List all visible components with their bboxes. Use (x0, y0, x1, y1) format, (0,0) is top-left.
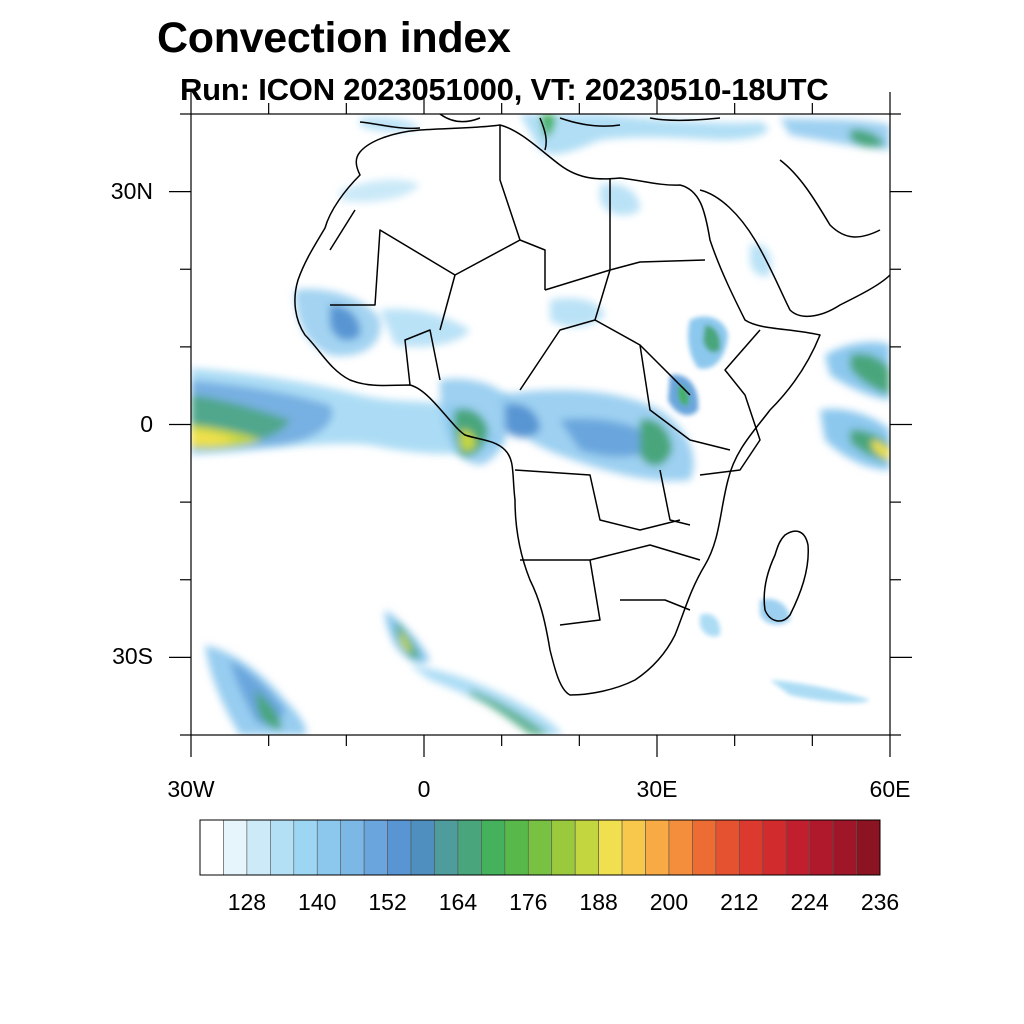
lat-label: 30N (110, 177, 153, 204)
colorbar-outline (199, 819, 881, 876)
lon-label: 0 (417, 776, 431, 802)
colorbar-tick-label: 176 (509, 889, 548, 915)
arabia-coastline (699, 159, 890, 317)
colorbar-tick-label: 224 (790, 889, 829, 915)
colorbar-swatch (199, 819, 224, 876)
lon-label: 60E (869, 776, 911, 802)
lat-label: 0 (140, 410, 153, 437)
colorbar-swatch (246, 819, 271, 876)
coastlines (294, 114, 890, 696)
colorbar-swatch (574, 819, 599, 876)
colorbar-tick-label: 236 (860, 889, 900, 915)
africa-coastline (294, 124, 821, 696)
colorbar-tick-label: 164 (438, 889, 478, 915)
madagascar-coastline (763, 530, 809, 622)
colorbar-swatch (785, 819, 810, 876)
colorbar-swatch (621, 819, 646, 876)
map-subtitle: Run: ICON 2023051000, VT: 20230510-18UTC (180, 72, 829, 107)
convection-field (191, 114, 890, 735)
colorbar-swatch (363, 819, 388, 876)
map-title: Convection index (157, 14, 511, 62)
colorbar-swatch (598, 819, 623, 876)
colorbar-tick-label: 212 (720, 889, 759, 915)
colorbar-swatch (551, 819, 576, 876)
colorbar-swatch (457, 819, 482, 876)
colorbar-swatch (270, 819, 295, 876)
colorbar-swatch (692, 819, 717, 876)
colorbar-tick-label: 200 (649, 889, 689, 915)
lon-label: 30W (167, 776, 215, 802)
colorbar-swatch (645, 819, 670, 876)
colorbar-swatch (832, 819, 857, 876)
colorbar-swatch (223, 819, 248, 876)
colorbar-swatch (410, 819, 435, 876)
colorbar-swatch (715, 819, 740, 876)
colorbar-swatch (762, 819, 787, 876)
colorbar-swatch (504, 819, 529, 876)
colorbar-tick-label: 152 (368, 889, 407, 915)
colorbar-swatch (739, 819, 764, 876)
lon-label: 30E (636, 776, 678, 802)
colorbar-tick-label: 140 (298, 889, 337, 915)
lat-label: 30S (112, 643, 153, 670)
cell-mediterranean (520, 114, 768, 155)
colorbar-swatch (293, 819, 318, 876)
colorbar-swatch (527, 819, 553, 876)
colorbar-swatch (387, 819, 412, 876)
colorbar (199, 819, 881, 876)
colorbar-swatch (434, 819, 459, 876)
colorbar-swatch (340, 819, 365, 876)
colorbar-swatch (856, 819, 881, 876)
colorbar-swatch (316, 819, 341, 876)
colorbar-swatch (668, 819, 693, 876)
colorbar-swatch (481, 819, 506, 876)
colorbar-swatch (809, 819, 834, 876)
axis-ticks (169, 92, 912, 757)
colorbar-tick-label: 128 (227, 889, 267, 915)
colorbar-tick-label: 188 (579, 889, 618, 915)
